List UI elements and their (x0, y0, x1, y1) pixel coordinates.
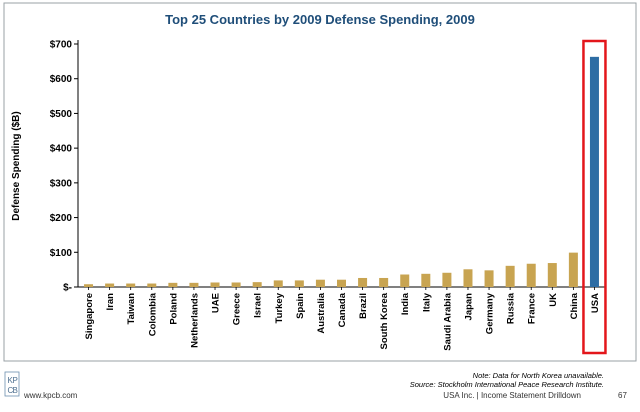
bar-russia (505, 265, 515, 287)
footnote-source: Source: Stockholm International Peace Re… (410, 380, 604, 389)
bar-australia (315, 279, 325, 287)
chart-title: Top 25 Countries by 2009 Defense Spendin… (165, 12, 475, 27)
x-tick-label: UAE (211, 293, 222, 313)
chart-frame (3, 2, 637, 362)
x-tick-label: Greece (232, 293, 243, 325)
x-tick-label: Iran (105, 293, 116, 311)
x-tick-label: Brazil (358, 293, 369, 319)
bar-south-korea (379, 277, 389, 287)
bar-singapore (84, 284, 94, 287)
x-tick-label: Spain (295, 293, 306, 319)
kpcb-logo: K P C B (4, 371, 20, 397)
bars (84, 56, 599, 287)
y-tick-label: $300 (50, 178, 73, 189)
x-tick-label: UK (548, 293, 559, 307)
bar-usa (589, 56, 599, 287)
svg-text:K: K (8, 376, 14, 385)
x-tick-label: Turkey (274, 292, 285, 323)
x-tick-label: South Korea (379, 292, 390, 349)
x-tick-label: Saudi Arabia (442, 292, 453, 350)
footer-section: USA Inc. | Income Statement Drilldown (443, 391, 581, 400)
y-tick-label: $100 (50, 248, 73, 259)
website-link[interactable]: www.kpcb.com (23, 391, 78, 400)
x-tick-label: Poland (168, 293, 179, 325)
x-tick-label: Singapore (84, 293, 95, 339)
footnote-note: Note: Data for North Korea unavailable. (473, 371, 604, 380)
bar-uk (547, 263, 557, 287)
svg-text:P: P (13, 376, 18, 385)
x-tick-label: Taiwan (126, 293, 137, 325)
y-axis-ticks: $- $100 $200 $300 $400 $500 $600 $700 (50, 40, 78, 294)
bar-italy (421, 273, 431, 287)
x-tick-label: Germany (485, 292, 496, 334)
x-tick-label: Italy (421, 292, 432, 312)
bar-turkey (273, 280, 283, 287)
x-tick-label: Israel (253, 293, 264, 318)
y-tick-label: $500 (50, 109, 73, 120)
bar-israel (252, 282, 262, 287)
x-tick-label: Australia (316, 292, 327, 333)
y-tick-label: $700 (50, 40, 73, 51)
bar-colombia (147, 283, 157, 287)
y-tick-label: $600 (50, 74, 73, 85)
x-tick-label: China (569, 292, 580, 319)
bar-china (568, 252, 578, 287)
bar-germany (484, 270, 494, 287)
svg-text:B: B (13, 386, 18, 395)
usa-highlight-box (582, 39, 607, 355)
bar-japan (463, 269, 473, 287)
x-tick-label: India (400, 292, 411, 315)
y-axis-label: Defense Spending ($B) (11, 111, 22, 220)
bar-france (526, 263, 536, 287)
bar-poland (168, 282, 178, 287)
bar-uae (210, 282, 220, 287)
bar-iran (105, 283, 115, 287)
y-tick-label: $- (63, 283, 72, 294)
x-axis-labels: Singapore Iran Taiwan Colombia Poland Netherl… (84, 287, 601, 351)
bar-spain (294, 280, 304, 287)
page-number: 67 (618, 391, 627, 400)
x-tick-label: Colombia (147, 292, 158, 336)
x-tick-label: Netherlands (189, 293, 200, 348)
x-tick-label: Canada (337, 292, 348, 327)
x-tick-label: USA (590, 293, 601, 313)
x-tick-label: Japan (463, 293, 474, 321)
x-tick-label: France (527, 293, 538, 324)
bar-saudi-arabia (442, 272, 452, 287)
bar-greece (231, 282, 241, 287)
x-tick-label: Russia (506, 292, 517, 324)
bar-taiwan (126, 283, 136, 287)
bar-canada (337, 279, 346, 287)
bar-netherlands (189, 282, 199, 287)
bar-brazil (358, 277, 368, 287)
y-tick-label: $400 (50, 144, 73, 155)
bar-india (400, 274, 410, 287)
svg-text:C: C (8, 386, 14, 395)
y-tick-label: $200 (50, 213, 73, 224)
